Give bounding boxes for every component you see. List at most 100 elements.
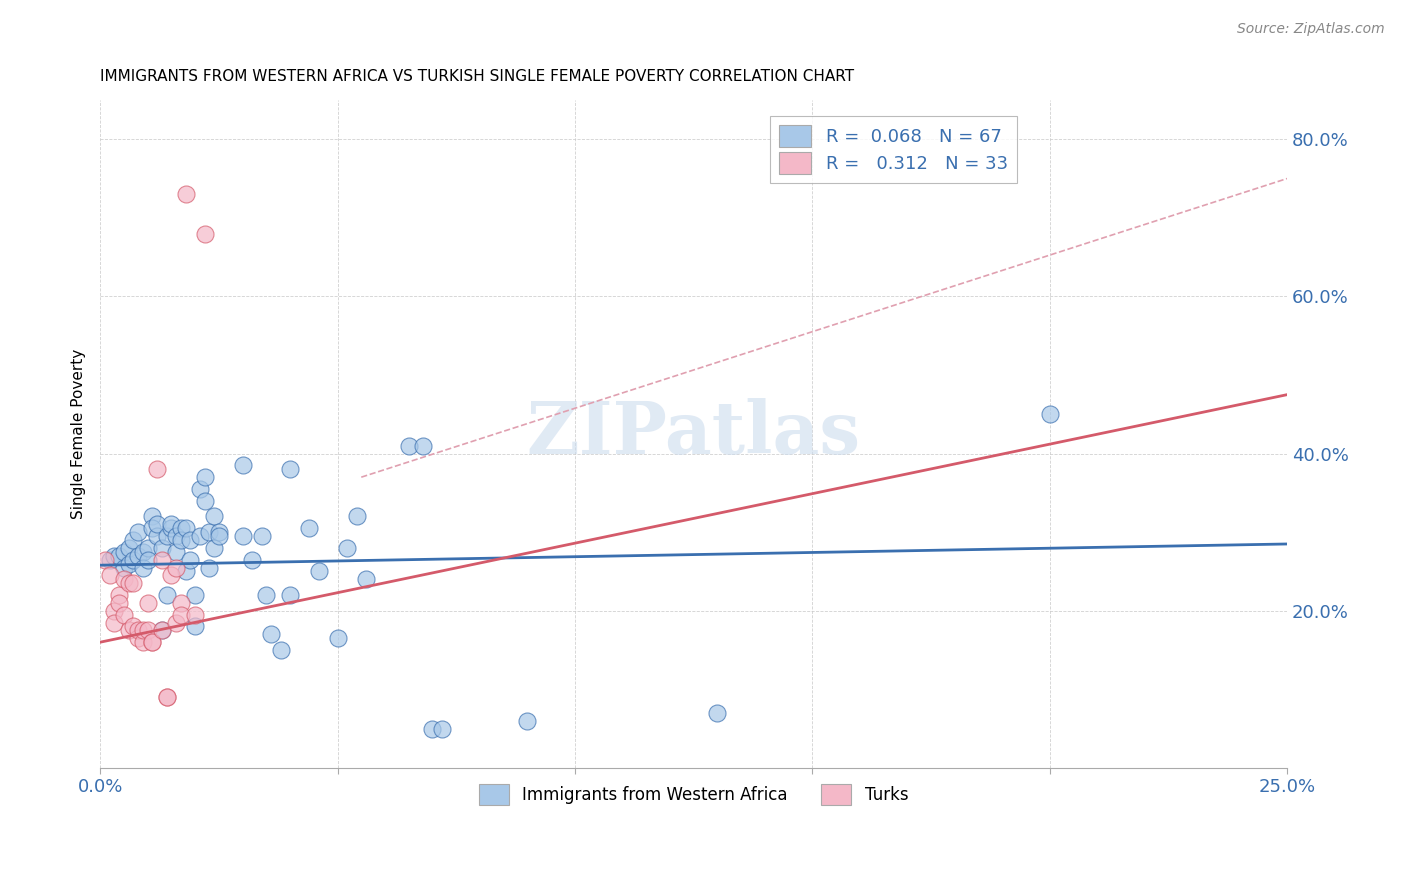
Point [160,517,183,532]
Point [136,541,159,555]
Point [136,596,159,610]
Point [412,439,434,453]
Point [232,529,254,543]
Point [136,552,159,566]
Point [160,521,183,535]
Point [174,521,197,535]
Point [127,632,149,646]
Point [103,615,125,630]
Point [127,525,149,540]
Point [165,529,187,543]
Point [706,706,728,720]
Point [122,619,145,633]
Point [112,545,135,559]
Point [160,568,183,582]
Point [346,509,368,524]
Point [298,521,321,535]
Point [132,560,155,574]
Point [326,632,349,646]
Point [254,588,277,602]
Point [208,529,231,543]
Point [132,635,155,649]
Point [117,624,139,638]
Point [270,643,292,657]
Point [112,572,135,586]
Point [188,482,211,496]
Point [165,545,187,559]
Point [170,521,193,535]
Point [122,576,145,591]
Point [146,517,169,532]
Point [165,615,187,630]
Point [98,552,121,566]
Point [146,529,169,543]
Point [202,541,225,555]
Point [141,521,163,535]
Point [117,541,139,555]
Point [112,607,135,622]
Text: Source: ZipAtlas.com: Source: ZipAtlas.com [1237,22,1385,37]
Point [194,470,217,484]
Point [117,557,139,571]
Point [155,588,177,602]
Point [336,541,359,555]
Text: ZIPatlas: ZIPatlas [526,399,860,469]
Point [198,525,221,540]
Point [202,509,225,524]
Point [184,619,207,633]
Point [146,462,169,476]
Point [240,552,263,566]
Point [184,607,207,622]
Point [430,722,453,736]
Point [194,493,217,508]
Point [117,576,139,591]
Point [141,635,163,649]
Point [132,545,155,559]
Point [150,624,173,638]
Point [103,549,125,563]
Point [103,604,125,618]
Point [122,552,145,566]
Point [232,458,254,473]
Point [165,560,187,574]
Y-axis label: Single Female Poverty: Single Female Poverty [72,349,86,519]
Point [354,572,377,586]
Point [250,529,273,543]
Point [132,624,155,638]
Point [179,533,201,547]
Point [308,565,330,579]
Point [155,690,177,705]
Point [108,588,131,602]
Point [170,607,193,622]
Point [136,624,159,638]
Point [188,529,211,543]
Point [150,541,173,555]
Point [260,627,283,641]
Point [179,552,201,566]
Point [141,635,163,649]
Point [1039,407,1062,421]
Text: IMMIGRANTS FROM WESTERN AFRICA VS TURKISH SINGLE FEMALE POVERTY CORRELATION CHAR: IMMIGRANTS FROM WESTERN AFRICA VS TURKIS… [100,69,855,84]
Point [112,560,135,574]
Point [516,714,538,728]
Point [127,624,149,638]
Point [150,624,173,638]
Point [94,552,117,566]
Point [194,227,217,241]
Point [170,596,193,610]
Point [108,596,131,610]
Point [174,187,197,202]
Point [155,529,177,543]
Legend: Immigrants from Western Africa, Turks: Immigrants from Western Africa, Turks [471,776,917,813]
Point [150,552,173,566]
Point [98,568,121,582]
Point [398,439,420,453]
Point [198,560,221,574]
Point [122,533,145,547]
Point [184,588,207,602]
Point [141,509,163,524]
Point [108,549,131,563]
Point [278,462,301,476]
Point [174,565,197,579]
Point [170,533,193,547]
